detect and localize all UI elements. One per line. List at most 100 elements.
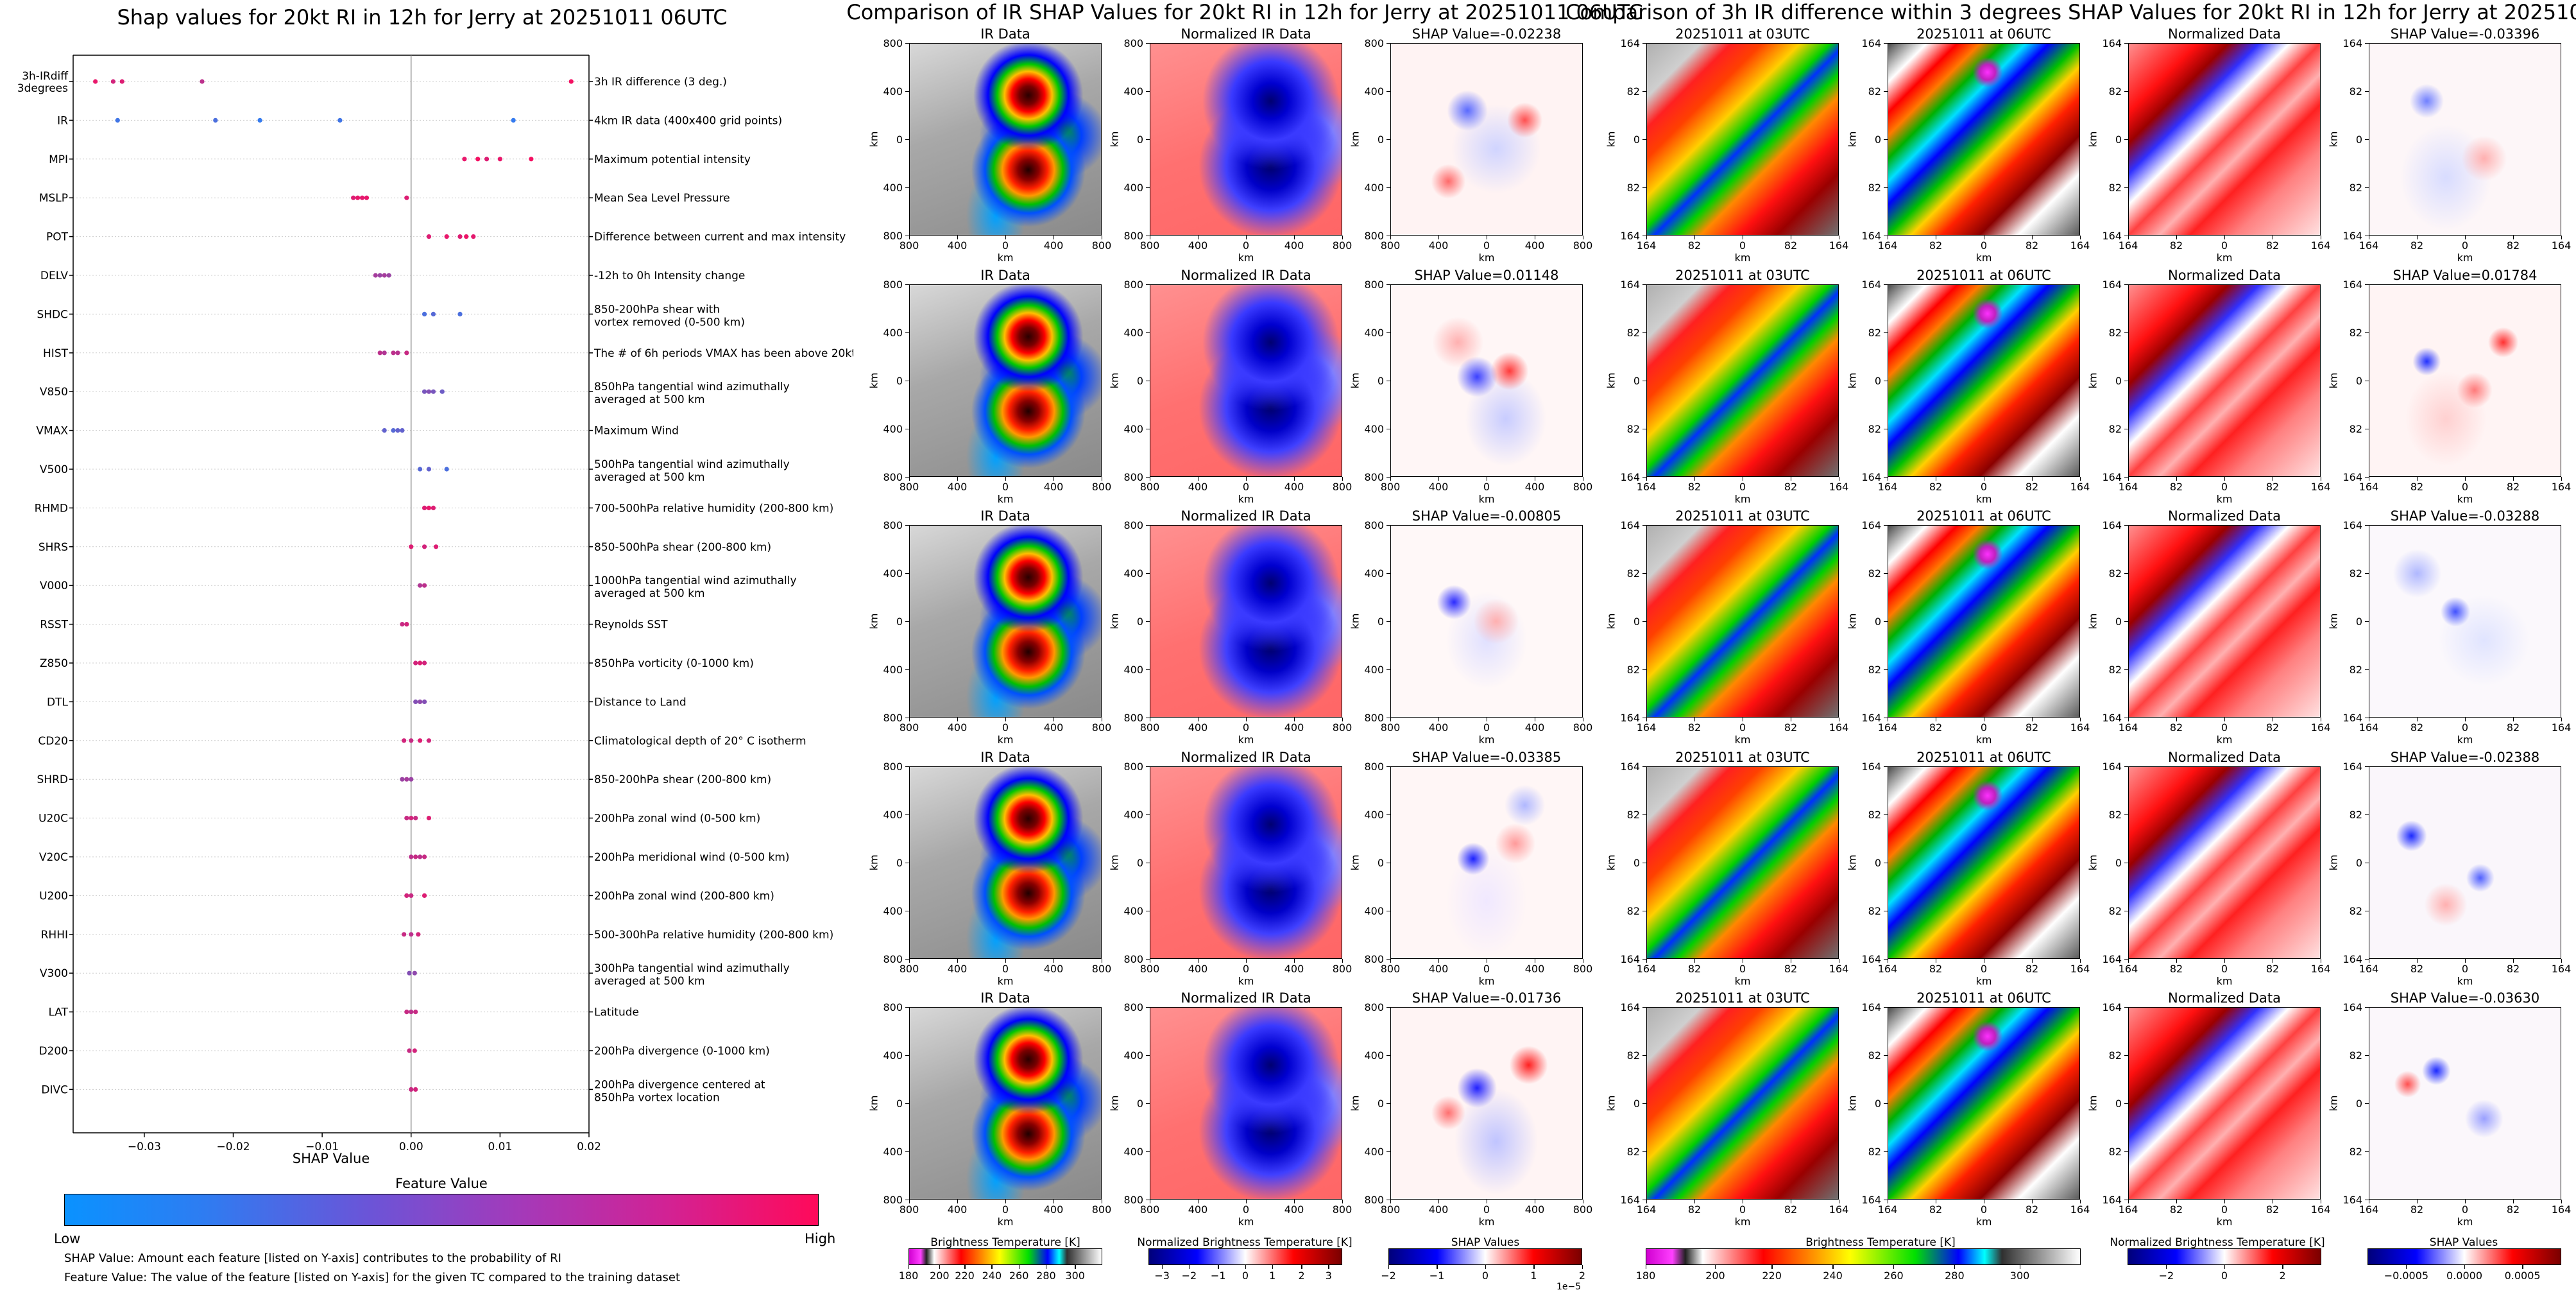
shap-point (418, 738, 423, 743)
y-tick-mark (1146, 862, 1150, 863)
cbar-tick-label-right1: 280 (1945, 1270, 1965, 1282)
y-tick-mark (2365, 235, 2369, 236)
y-tick-label: 82 (1868, 1146, 1881, 1158)
x-tick-label: −0.01 (305, 1141, 339, 1153)
shap-point (529, 157, 534, 162)
ir-06utc-panel (1888, 43, 2080, 236)
y-tick-mark (905, 90, 909, 92)
y-tick-label: 82 (1868, 905, 1881, 917)
y-axis-label: km (1846, 854, 1859, 871)
y-tick-label: 82 (1626, 1146, 1640, 1158)
x-axis-label: km (997, 1216, 1014, 1228)
y-axis-label: km (1605, 854, 1617, 871)
y-tick-label: 800 (1364, 37, 1384, 49)
shap-point (418, 699, 423, 704)
x-tick-label: 400 (947, 963, 968, 975)
y-tick-mark (1146, 187, 1150, 188)
y-tick-label: 82 (1626, 85, 1640, 98)
y-tick-mark (1146, 332, 1150, 333)
shap-point (431, 389, 436, 394)
right-cbar1-label: Brightness Temperature [K] (1805, 1236, 1956, 1249)
y-tick-label: 0 (1377, 1098, 1384, 1110)
y-tick-mark (1884, 1055, 1888, 1056)
y-tick-mark (2365, 187, 2369, 188)
ir-06utc-panel (1888, 766, 2080, 959)
feature-description: 850-200hPa shear (200-800 km) (594, 773, 771, 786)
normalized-diff-panel (2128, 525, 2321, 718)
y-tick-label: 82 (2349, 423, 2362, 435)
right-cbar3-label: SHAP Values (2429, 1236, 2498, 1249)
normalized-diff-panel-title: Normalized Data (2168, 750, 2281, 765)
x-tick-label: 0 (1980, 481, 1988, 493)
x-tick-mark (1582, 959, 1583, 963)
x-tick-mark (2224, 477, 2225, 481)
x-tick-mark (1534, 718, 1535, 721)
x-tick-label: 82 (2025, 239, 2039, 252)
x-tick-label: 400 (1284, 721, 1304, 734)
x-tick-label: 164 (1877, 481, 1898, 493)
x-tick-mark (1438, 959, 1439, 963)
y-tick-mark (2365, 669, 2369, 670)
y-tick-label: 400 (1364, 567, 1384, 580)
x-tick-mark (2512, 236, 2514, 239)
y-tick-label: 400 (1364, 423, 1384, 435)
x-tick-mark (2224, 236, 2225, 239)
y-tick-label: 164 (2102, 761, 2122, 773)
y-tick-label: 164 (1620, 37, 1640, 49)
shap-point (404, 622, 409, 627)
y-tick-mark (1386, 573, 1390, 574)
x-tick-label: 0 (2461, 963, 2469, 975)
shap-point (444, 234, 449, 239)
shap-point (407, 1048, 412, 1053)
diff-shap-panel-title: SHAP Value=-0.03288 (2390, 508, 2540, 524)
feature-label: Z850 (40, 657, 68, 670)
y-tick-label: 82 (1868, 567, 1881, 580)
x-axis-label: km (1734, 493, 1751, 505)
y-tick-label: 800 (1364, 279, 1384, 291)
y-tick-mark (1386, 717, 1390, 718)
x-tick-mark (1438, 1200, 1439, 1203)
feature-label: MSLP (39, 192, 68, 205)
cbar-tick-label-right3: 0.0000 (2446, 1270, 2482, 1282)
x-tick-label: 82 (1687, 1203, 1702, 1216)
x-tick-label: 400 (947, 1203, 968, 1216)
x-tick-label: 0 (2221, 1203, 2228, 1216)
diff-shap-panel (2369, 43, 2561, 236)
y-tick-label: 82 (1626, 1049, 1640, 1062)
x-tick-label: 800 (899, 1203, 919, 1216)
cbar-tick-mark (1328, 1265, 1329, 1269)
ir-shap-panel (1390, 1007, 1583, 1200)
y-tick-mark (1884, 958, 1888, 960)
y-tick-mark (2124, 958, 2128, 960)
feature-label: V850 (40, 386, 68, 399)
x-tick-label: 400 (1524, 721, 1545, 734)
y-tick-mark (905, 766, 909, 767)
y-tick-mark (1884, 1199, 1888, 1200)
y-tick-label: 400 (1364, 664, 1384, 676)
y-tick-label: 0 (2355, 134, 2362, 146)
normalized-ir-panel (1150, 525, 1342, 718)
y-tick-mark (1884, 235, 1888, 236)
x-tick-label: 164 (2310, 1203, 2331, 1216)
shap-point (426, 505, 432, 511)
x-tick-mark (2561, 477, 2562, 481)
y-tick-label: 0 (1633, 1098, 1640, 1110)
x-tick-label: 164 (1877, 239, 1898, 252)
normalized-diff-panel-title: Normalized Data (2168, 26, 2281, 42)
ir-03utc-panel-title: 20251011 at 03UTC (1675, 750, 1810, 765)
x-tick-mark (1887, 477, 1888, 481)
x-tick-mark (1694, 718, 1695, 721)
ir-03utc-panel (1646, 284, 1839, 477)
y-tick-mark (2124, 717, 2128, 718)
x-tick-mark (1053, 1200, 1054, 1203)
x-tick-mark (1534, 236, 1535, 239)
x-tick-label: 400 (1043, 1203, 1064, 1216)
x-tick-mark (2320, 718, 2321, 721)
x-tick-mark (1983, 477, 1984, 481)
y-tick-mark (2124, 1055, 2128, 1056)
cbar-tick-label-mid1: 300 (1065, 1270, 1085, 1282)
y-tick-label: 164 (1861, 712, 1881, 724)
y-tick-label: 82 (1626, 182, 1640, 194)
y-axis-label: km (1605, 1095, 1617, 1112)
y-tick-label: 800 (1364, 712, 1384, 724)
